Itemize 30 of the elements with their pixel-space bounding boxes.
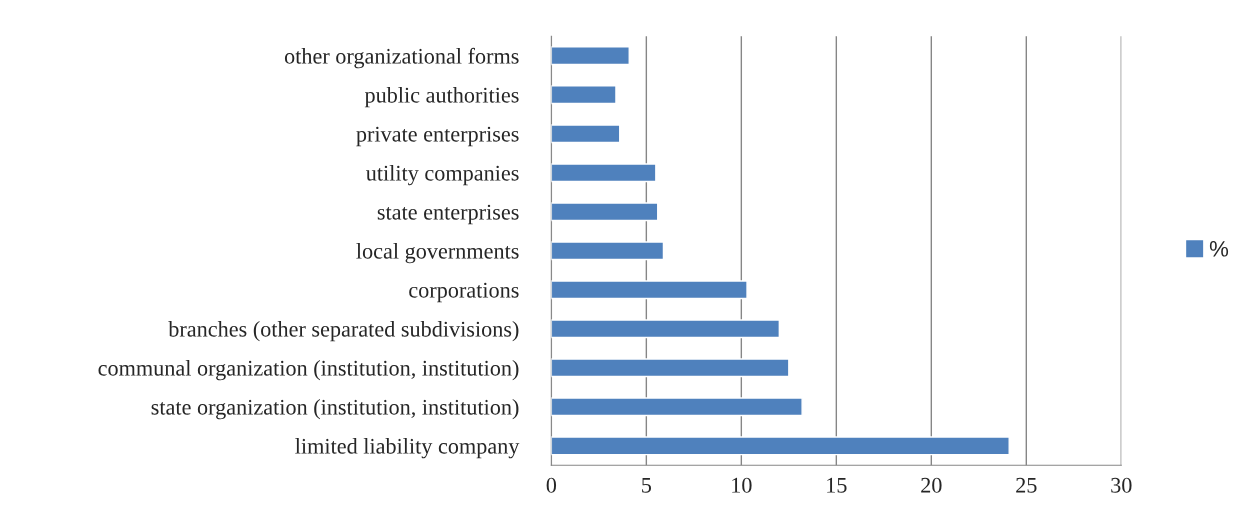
x-tick-label: 5 [642,477,652,493]
bar [551,241,665,261]
x-tick-label: 15 [827,477,847,493]
y-tick-label: public authorities [364,86,519,108]
x-tick-label: 20 [921,477,942,493]
y-tick-label: limited liability company [295,438,520,459]
bar [551,124,621,144]
bar [551,46,630,66]
x-tick-label: 0 [546,477,557,493]
y-tick-label: communal organization (institution, institution) [98,360,519,381]
y-tick-label: branches (other separated subdivisions) [168,321,519,342]
y-tick-label: private enterprises [356,126,519,147]
y-tick-label: utility companies [366,165,519,186]
x-tick-label: 25 [1016,477,1037,493]
x-tick-label: 30 [1111,477,1132,493]
y-tick-label: state enterprises [377,204,519,225]
bar [551,397,803,417]
bar [551,202,659,222]
bar [551,358,790,378]
bar [551,280,748,300]
legend-label: % [1209,241,1229,257]
y-tick-label: corporations [409,282,519,303]
y-tick-label: state organization (institution, institution) [151,399,519,420]
bar [551,436,1010,456]
y-tick-label: local governments [356,243,519,264]
y-tick-label: other organizational forms [284,47,519,69]
bar [551,85,617,105]
bar [551,319,781,339]
bar [551,163,657,183]
x-tick-label: 10 [732,477,752,493]
